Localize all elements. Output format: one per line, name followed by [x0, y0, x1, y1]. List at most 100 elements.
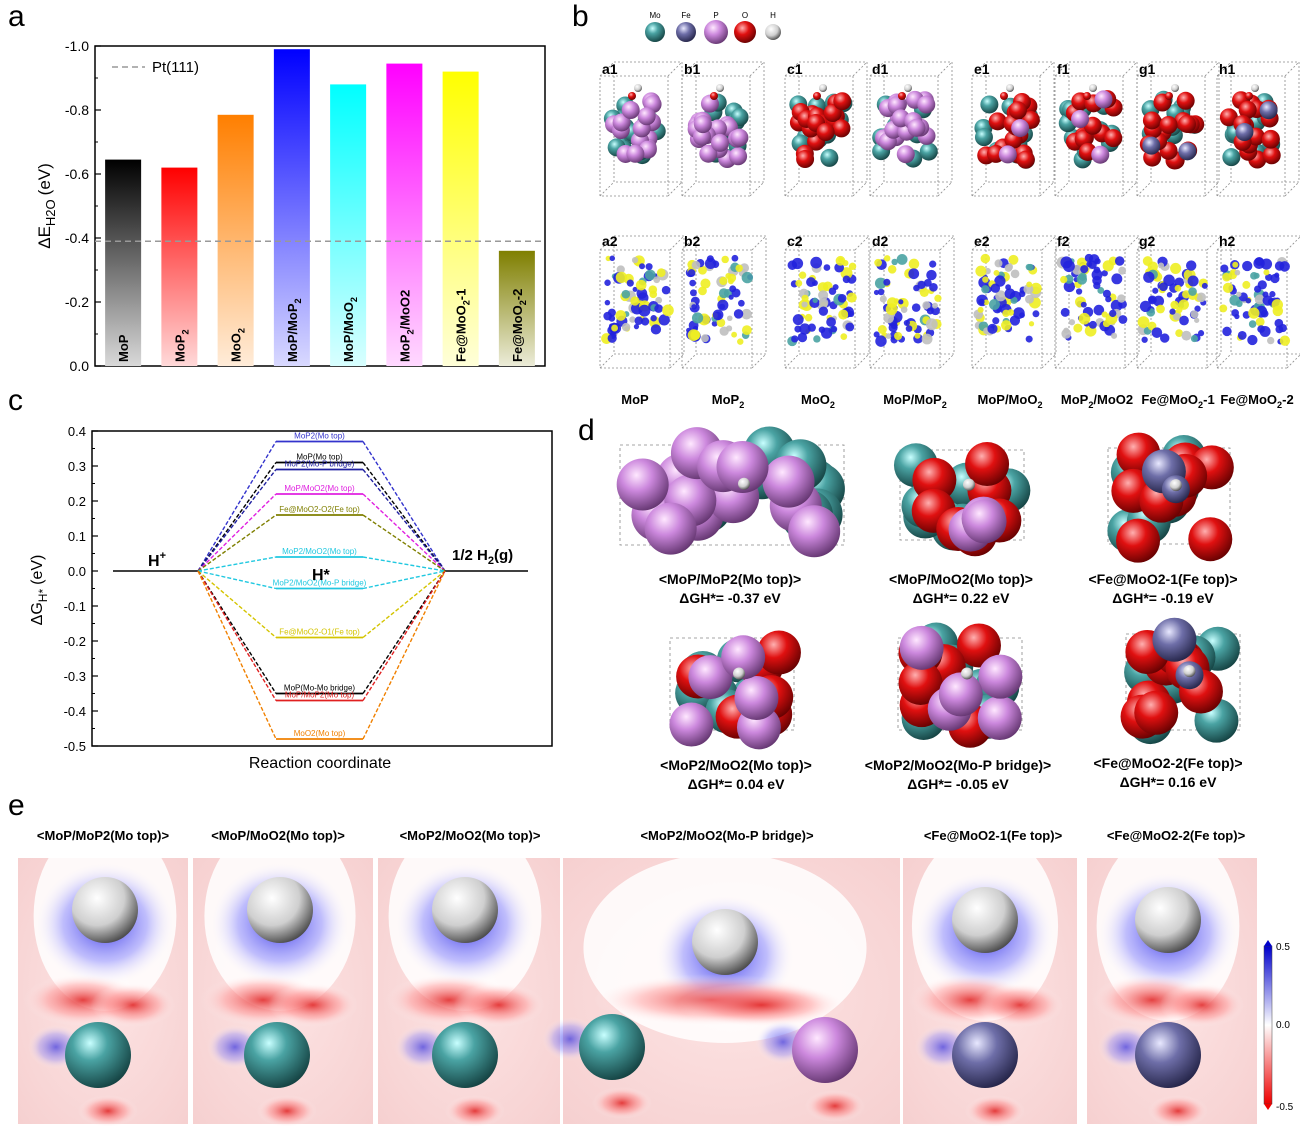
cell-box	[1216, 75, 1286, 197]
legend-label: P	[713, 11, 718, 20]
middle-state-label: H*	[312, 567, 331, 584]
atom	[796, 149, 815, 168]
charge-isosurface	[1111, 273, 1123, 285]
charge-isosurface	[990, 283, 1001, 293]
charge-isosurface	[908, 258, 920, 270]
charge-isosurface	[1080, 265, 1089, 274]
y-axis-label-unit: (eV)	[35, 163, 54, 195]
charge-isosurface	[982, 276, 989, 283]
charge-isosurface	[1026, 263, 1034, 271]
cell-edge	[1136, 181, 1152, 197]
charge-isosurface	[885, 333, 892, 339]
h-adsorption-structures: <MoP/MoP2(Mo top)> ΔGH*= -0.37 eV <MoP/MoO…	[616, 426, 1243, 792]
charge-isosurface	[1254, 294, 1265, 305]
x-axis-label: Reaction coordinate	[249, 755, 391, 772]
atom	[1094, 90, 1113, 109]
charge-isosurface	[691, 304, 697, 310]
series-label: MoP/MoP2(Mo top)	[285, 691, 355, 700]
charge-isosurface	[691, 260, 701, 270]
charge-isosurface	[838, 309, 849, 320]
charge-isosurface	[609, 255, 616, 262]
charge-isosurface	[821, 327, 833, 339]
charge-isosurface	[848, 262, 857, 271]
cell-edge	[751, 235, 767, 251]
h-atom	[432, 877, 498, 943]
cell-edge	[939, 353, 955, 369]
y-tick-label: 0.0	[70, 358, 90, 374]
charge-isosurface	[806, 277, 816, 287]
charge-isosurface	[1248, 320, 1257, 328]
atom	[1016, 150, 1035, 169]
charge-isosurface	[1026, 281, 1033, 288]
charge-isosurface	[823, 264, 831, 271]
cell-edge	[937, 61, 953, 77]
charge-isosurface	[635, 279, 647, 291]
charge-isosurface	[874, 258, 882, 267]
connector-line	[197, 570, 277, 740]
charge-isosurface	[604, 299, 611, 306]
charge-isosurface	[993, 269, 1000, 276]
h-atom	[692, 909, 758, 975]
charge-isosurface	[900, 306, 908, 313]
charge-isosurface	[797, 332, 808, 343]
charge-isosurface	[1063, 280, 1076, 293]
charge-isosurface	[931, 306, 940, 316]
y-tick-label: -0.2	[64, 634, 86, 649]
charge-isosurface	[1025, 294, 1034, 304]
charge-isosurface	[648, 285, 658, 294]
charge-isosurface	[644, 269, 656, 281]
bar-category-label: MoP2	[172, 329, 190, 362]
y-tick-label: 0.3	[68, 459, 86, 474]
cell-edge	[1136, 61, 1152, 77]
series-label: MoO2(Mo top)	[294, 729, 346, 738]
charge-isosurface	[704, 257, 717, 269]
charge-isosurface	[605, 255, 612, 262]
charge-isosurface	[687, 329, 700, 341]
charge-isosurface	[1257, 325, 1265, 333]
structure-label: e1	[974, 61, 990, 77]
atom	[1116, 518, 1161, 563]
bar-category-label: Fe@MoO2-2	[510, 289, 528, 362]
charge-isosurface	[818, 306, 829, 316]
charge-isosurface	[1235, 300, 1243, 308]
adsorbed-h-atom	[963, 478, 975, 491]
charge-isosurface	[1234, 269, 1241, 276]
charge-isosurface	[1269, 291, 1276, 298]
delta-g-value: ΔGH*= -0.05 eV	[907, 776, 1009, 792]
charge-isosurface	[975, 265, 987, 277]
charge-isosurface	[1060, 307, 1070, 317]
y-tick-label: -0.8	[65, 102, 89, 118]
atom	[978, 654, 1023, 699]
bar	[105, 159, 142, 366]
charge-isosurface	[1084, 253, 1094, 263]
cell-edge	[1122, 61, 1138, 77]
structure-label: g1	[1139, 61, 1156, 77]
atom	[820, 148, 839, 167]
cell-box	[1136, 249, 1208, 369]
charge-isosurface	[1091, 269, 1103, 281]
cell-edge	[869, 353, 885, 369]
atom	[1235, 123, 1254, 142]
charge-isosurface	[1001, 320, 1012, 331]
charge-isosurface	[1114, 256, 1125, 266]
atom	[621, 101, 640, 120]
charge-isosurface	[1176, 306, 1183, 314]
charge-isosurface	[615, 271, 628, 284]
charge-isosurface	[917, 280, 926, 290]
atom	[729, 147, 748, 166]
colorbar-max-label: 0.5	[1276, 942, 1290, 953]
charge-isosurface	[639, 263, 646, 270]
charge-isosurface	[887, 265, 897, 274]
charge-isosurface	[1151, 327, 1163, 338]
atom	[1176, 91, 1195, 110]
charge-isosurface	[875, 335, 887, 347]
cell-edge	[667, 61, 683, 77]
legend-label: H	[770, 11, 776, 20]
series-label: MoP2/MoO2(Mo-P bridge)	[273, 579, 367, 588]
colorbar: 0.5 0.0 -0.5	[1263, 940, 1294, 1113]
density-map-title: <MoP2/MoO2(Mo top)>	[400, 828, 541, 843]
charge-isosurface	[922, 301, 931, 310]
density-accumulation-region	[268, 983, 358, 1027]
cell-edge	[937, 181, 953, 197]
charge-isosurface	[604, 279, 611, 286]
